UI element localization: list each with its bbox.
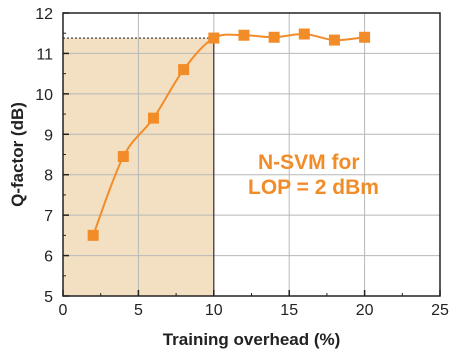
series-line [92,33,365,236]
x-tick-label: 5 [134,302,143,319]
y-tick-labels: 5 6 7 8 9 10 11 12 [35,6,53,306]
x-tick-labels: 0 5 10 15 20 25 [59,302,449,319]
data-point [359,31,371,43]
annotation-line-1: N-SVM for [258,151,360,174]
x-tick-label: 15 [280,302,298,319]
y-axis-title: Q-factor (dB) [8,102,27,207]
data-point [328,34,340,46]
x-tick-label: 0 [59,302,68,319]
data-point [117,151,129,163]
annotation-line-2: LOP = 2 dBm [248,176,379,199]
data-point [268,31,280,43]
y-tick-label: 5 [44,289,53,306]
data-point [147,112,159,124]
x-axis-title: Training overhead (%) [163,330,341,349]
axis-ticks [62,12,441,297]
y-tick-label: 12 [35,6,53,23]
data-point [87,229,99,241]
y-tick-label: 11 [36,46,53,63]
data-point [178,64,190,76]
data-point [298,28,310,40]
y-tick-label: 9 [44,127,53,144]
y-tick-label: 6 [44,249,53,266]
x-tick-label: 10 [205,302,223,319]
y-tick-label: 8 [44,168,53,185]
y-tick-label: 10 [35,87,53,104]
x-tick-label: 20 [356,302,374,319]
y-tick-label: 7 [44,208,53,225]
data-point [208,32,220,44]
x-tick-label: 25 [431,302,449,319]
data-markers [87,28,371,241]
data-point [238,29,250,41]
